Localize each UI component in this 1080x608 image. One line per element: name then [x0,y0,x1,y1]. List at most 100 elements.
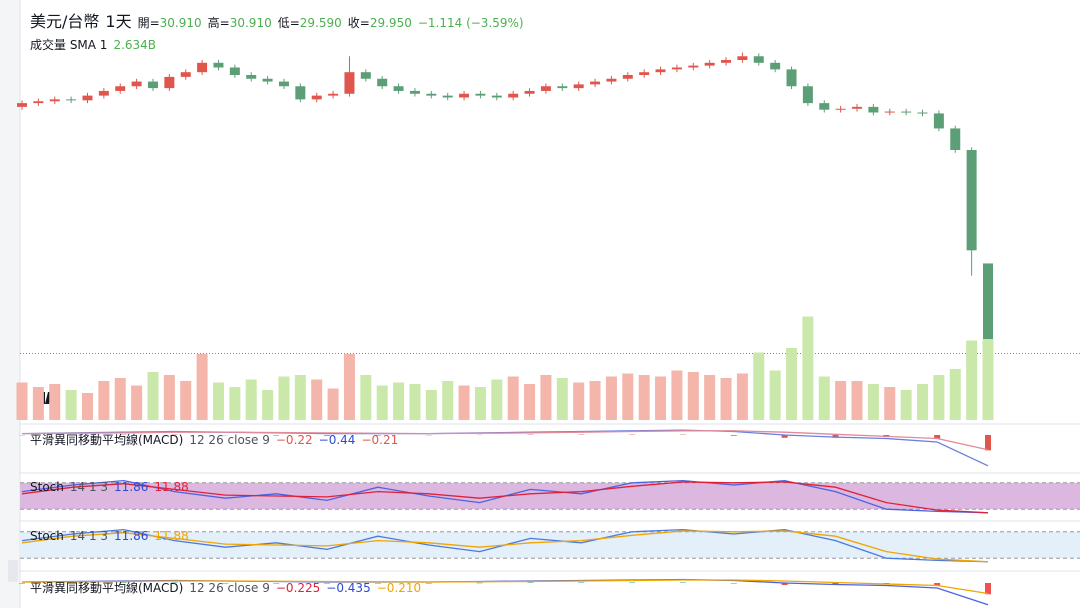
volume-bar [933,375,945,420]
candle-body [786,69,797,87]
candle-body [983,263,993,354]
histogram-bar [69,582,76,584]
candle-body [229,67,240,75]
candle-body [868,106,879,113]
volume-bar [360,375,372,420]
ohlc-label: 低= [277,16,300,30]
symbol-legend: 美元/台幣 1天 開=30.910 高=30.910 低=29.590 收=29.95… [30,8,524,32]
indicator-params: 12 26 close 9 [189,433,270,447]
volume-legend: 成交量 SMA 1 2.634B [30,36,156,53]
candle-body [475,93,486,96]
histogram-bar [69,434,76,436]
volume-bar [720,378,732,420]
ohlc-label: 開= [137,16,160,30]
candle-body [655,69,666,73]
volume-bar [556,378,568,420]
interval[interactable]: 1天 [105,12,132,31]
histogram-bar [781,583,788,585]
candle-body [98,90,109,96]
indicator-title: Stoch [30,529,64,543]
candle-body [753,56,764,63]
histogram-bar [527,582,534,583]
volume-bar [180,381,192,420]
histogram-bar [527,434,534,435]
volume-bar [867,384,879,420]
candle-body [66,99,77,101]
volume-bar [622,373,634,420]
indicator-line [21,530,989,563]
volume-bar [524,384,536,420]
candle-body [737,56,748,60]
candle-body [311,95,322,100]
candle-body [393,86,404,91]
candle-body [180,72,191,77]
histogram-bar [222,583,229,584]
volume-bar [736,373,748,420]
histogram-bar [476,582,483,584]
volume-bar [16,382,28,420]
histogram-bar [985,435,991,451]
candle-body [622,75,633,79]
candle-body [770,62,781,70]
candle-body [901,111,912,113]
volume-bar [409,384,421,420]
volume-bar [704,375,716,420]
histogram-bar [19,435,25,436]
volume-bar [769,370,781,420]
volume-bar [605,376,617,420]
indicator-legend: 平滑異同移動平均線(MACD) 12 26 close 9 −0.22 −0.44 −0… [30,431,398,448]
histogram-bar [679,582,686,583]
candle-body [671,67,682,70]
volume-bar [81,393,93,420]
histogram-bar [120,434,127,435]
candle-body [508,93,519,98]
volume-bar [884,387,896,420]
candle-body [590,81,601,85]
candle-body [950,128,961,150]
ohlc-label: 收= [347,16,370,30]
candle-body [721,60,732,63]
volume-bar [917,384,929,420]
collapse-button[interactable] [8,560,18,582]
histogram-bar [324,435,331,436]
candle-body [819,103,830,110]
indicator-params: 14 1 3 [69,480,109,494]
volume-bar [818,376,830,420]
volume-bar [262,390,274,420]
volume-bar [638,375,650,420]
volume-bar [540,375,552,420]
left-toolbar [0,0,20,608]
indicator-value: −0.44 [318,433,356,447]
candle-body [278,81,289,87]
volume-bar [49,384,61,420]
volume-bar [32,387,44,420]
histogram-bar [324,583,331,584]
histogram-bar [781,435,788,438]
volume-bar [982,339,994,420]
histogram-bar [120,582,127,583]
candle-body [426,93,437,96]
candle-body [639,72,650,75]
indicator-legend: Stoch 14 1 3 11.86 11.88 [30,480,189,494]
histogram-bar [934,435,941,439]
histogram-bar [19,583,25,584]
volume-bar [245,379,257,420]
indicator-value: 11.88 [154,480,189,494]
candle-body [147,81,158,89]
candle-body [115,86,126,91]
histogram-bar [578,582,585,583]
volume-bar [687,372,699,420]
symbol[interactable]: 美元/台幣 [30,12,100,31]
histogram-bar [374,435,381,436]
indicator-value: −0.21 [361,433,399,447]
candle-body [524,90,535,94]
indicator-value: −0.225 [275,581,321,595]
volume-bar [196,354,208,420]
candle-body [933,113,944,129]
histogram-bar [374,583,381,584]
volume-bar [491,379,503,420]
indicator-value: 11.88 [154,529,189,543]
